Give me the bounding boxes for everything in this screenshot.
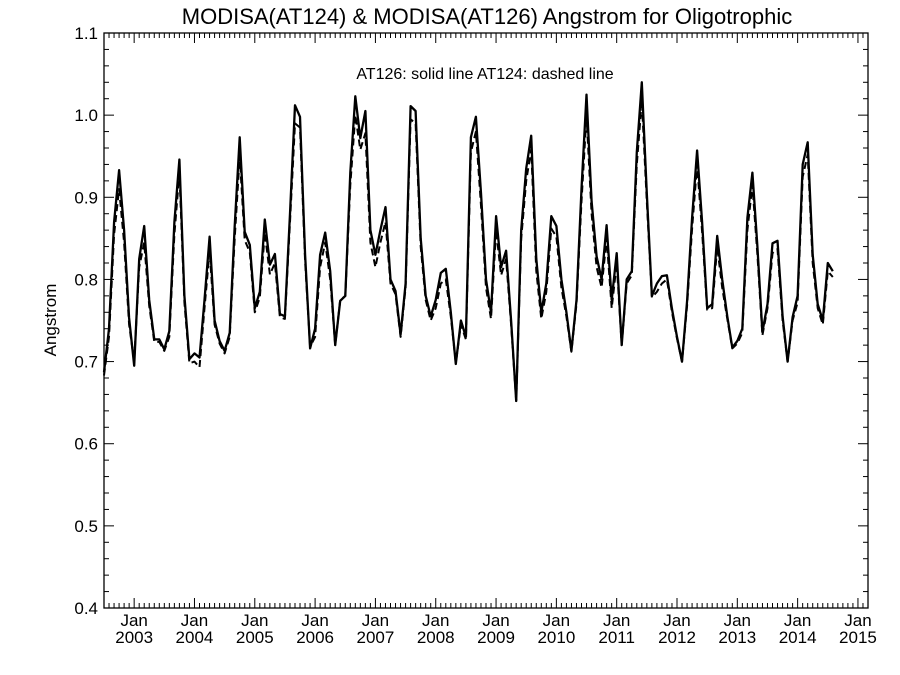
x-tick-label-year: 2007 [357,628,395,647]
x-tick-label-year: 2013 [718,628,756,647]
y-tick-label: 1.0 [74,106,98,125]
x-tick-label-month: Jan [844,611,871,630]
x-tick-label-month: Jan [362,611,389,630]
x-tick-label-year: 2014 [779,628,817,647]
x-tick-label-month: Jan [543,611,570,630]
x-tick-label-year: 2003 [115,628,153,647]
y-tick-labels: 0.4 0.5 0.6 0.7 0.8 0.9 1.0 1.1 [74,24,98,618]
x-tick-label-year: 2005 [236,628,274,647]
y-tick-label: 0.5 [74,517,98,536]
x-tick-label-month: Jan [603,611,630,630]
x-tick-label-month: Jan [241,611,268,630]
y-tick-label: 0.7 [74,353,98,372]
x-tick-label-month: Jan [663,611,690,630]
x-tick-label-month: Jan [301,611,328,630]
x-tick-label-month: Jan [181,611,208,630]
chart-title: MODISA(AT124) & MODISA(AT126) Angstrom f… [182,4,792,29]
y-tick-label: 0.4 [74,599,98,618]
axes [103,32,869,609]
x-tick-label-year: 2011 [598,628,635,647]
x-tick-label-month: Jan [482,611,509,630]
x-tick-labels: Jan2003Jan2004Jan2005Jan2006Jan2007Jan20… [115,611,877,647]
y-tick-label: 0.6 [74,435,98,454]
x-tick-label-year: 2010 [537,628,575,647]
y-axis-label: Angstrom [41,284,60,357]
y-tick-label: 0.9 [74,188,98,207]
series-line-dashed [103,99,834,402]
x-tick-label-year: 2004 [176,628,214,647]
x-tick-label-year: 2015 [839,628,877,647]
x-tick-label-month: Jan [784,611,811,630]
series-group [102,81,834,403]
y-tick-label: 0.8 [74,270,98,289]
x-tick-label-month: Jan [120,611,147,630]
plot-frame [103,32,869,609]
x-tick-label-year: 2009 [477,628,515,647]
x-tick-label-month: Jan [422,611,449,630]
x-tick-label-year: 2012 [658,628,696,647]
x-tick-label-year: 2006 [296,628,334,647]
legend-annotation: AT126: solid line AT124: dashed line [356,66,613,83]
y-tick-label: 1.1 [74,24,98,43]
x-tick-label-year: 2008 [417,628,455,647]
x-tick-label-month: Jan [724,611,751,630]
